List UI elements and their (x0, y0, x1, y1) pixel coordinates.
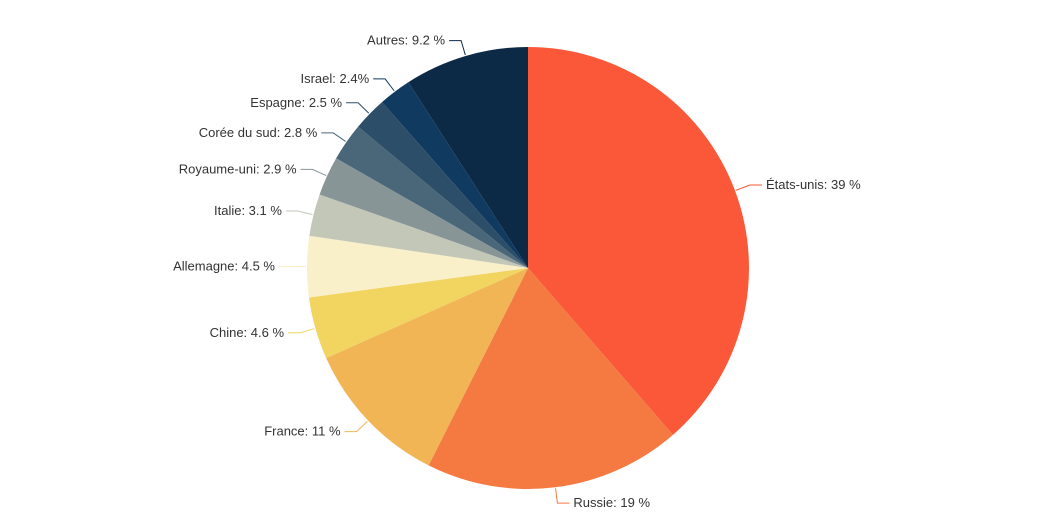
pie-labels: États-unis: 39 % Russie: 19 % France: 11 %… (173, 33, 861, 511)
pie-slice-chine[interactable] (308, 268, 528, 359)
pie-slice-espagne[interactable] (358, 102, 528, 269)
leader-line-italie (285, 210, 313, 216)
pie-slice-russie[interactable] (428, 268, 673, 489)
leader-line-coree-du-sud (321, 132, 346, 142)
leader-line-russie (555, 488, 570, 504)
leader-line-etats-unis (735, 184, 762, 191)
slice-label-israel: Israel: 2.4% (300, 71, 369, 86)
pie-slices (307, 47, 750, 489)
slice-label-coree-du-sud: Corée du sud: 2.8 % (199, 125, 318, 140)
slice-label-italie: Italie: 3.1 % (214, 203, 282, 218)
pie-slice-france[interactable] (326, 268, 528, 466)
slice-label-france: France: 11 % (264, 424, 341, 439)
slice-label-etats-unis: États-unis: 39 % (766, 177, 861, 192)
pie-slice-allemagne[interactable] (307, 235, 528, 298)
slice-label-russie: Russie: 19 % (573, 495, 650, 510)
slice-label-royaume-uni: Royaume-uni: 2.9 % (179, 161, 297, 176)
pie-leader-lines (279, 40, 762, 504)
leader-line-royaume-uni (300, 168, 327, 177)
slice-label-espagne: Espagne: 2.5 % (250, 95, 342, 110)
pie-slice-italie[interactable] (309, 194, 528, 268)
slice-label-autres: Autres: 9.2 % (367, 33, 445, 48)
pie-slice-autres[interactable] (408, 47, 528, 268)
leader-line-espagne (346, 102, 370, 114)
pie-slice-coree-du-sud[interactable] (336, 126, 528, 269)
leader-line-israel (373, 78, 395, 92)
leader-line-france (344, 420, 368, 433)
leader-line-autres (449, 40, 466, 56)
slice-label-allemagne: Allemagne: 4.5 % (173, 259, 275, 274)
leader-line-chine (288, 328, 315, 334)
pie-slice-royaume-uni[interactable] (319, 158, 528, 268)
pie-slice-israel[interactable] (382, 82, 528, 268)
pie-slice-etats-unis[interactable] (528, 47, 750, 435)
slice-label-chine: Chine: 4.6 % (210, 325, 285, 340)
